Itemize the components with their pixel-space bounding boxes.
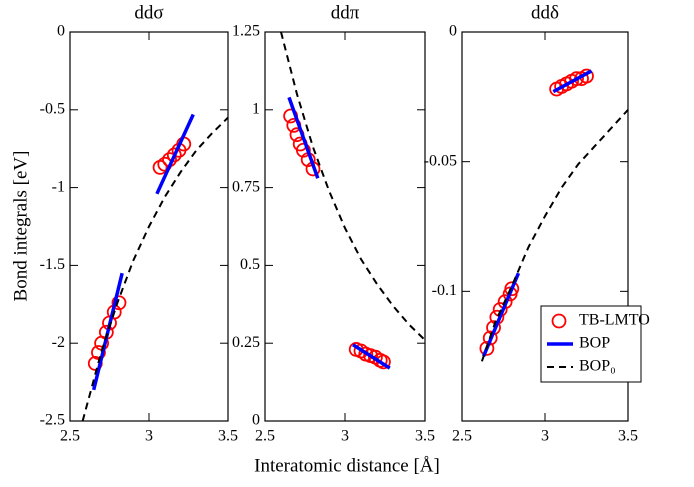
data-line [352, 343, 391, 370]
x-tick-label: 2.5 [452, 428, 472, 445]
x-tick-label: 3.5 [415, 428, 435, 445]
panel-title: ddδ [531, 2, 559, 23]
panel-title: ddσ [134, 2, 163, 23]
y-tick-label: 0.25 [232, 334, 260, 351]
y-tick-label: 0.75 [232, 178, 260, 195]
plot-frame [264, 31, 426, 422]
y-tick-label: -1 [52, 178, 65, 195]
legend-label: BOP [579, 335, 610, 352]
x-tick-label: 3 [341, 428, 349, 445]
plot-frame [69, 31, 229, 422]
y-tick-label: -0.5 [40, 100, 65, 117]
data-point [479, 340, 495, 356]
y-tick-label: -1.5 [40, 256, 65, 273]
x-tick-label: 2.5 [255, 428, 275, 445]
y-tick-label: 0 [252, 412, 260, 429]
x-tick-label: 3.5 [218, 428, 238, 445]
x-axis-label: Interatomic distance [Å] [254, 455, 440, 476]
y-axis-label: Bond integrals [eV] [10, 151, 31, 302]
data-line [552, 69, 593, 94]
y-tick-label: 0 [449, 23, 457, 40]
data-line [81, 116, 229, 422]
y-tick-label: 1 [252, 100, 260, 117]
data-point [111, 295, 127, 311]
x-tick-label: 2.5 [60, 428, 80, 445]
data-line [155, 113, 195, 195]
panel-title: ddπ [331, 2, 360, 23]
data-line [480, 109, 629, 362]
data-point [569, 71, 584, 87]
plot-frame [461, 31, 629, 422]
legend-swatch [551, 313, 567, 329]
data-line [91, 272, 124, 391]
y-tick-label: -2.5 [40, 412, 65, 429]
x-tick-label: 3 [145, 428, 153, 445]
legend-label: TB-LMTO [579, 312, 650, 329]
data-point [166, 147, 182, 163]
y-tick-label: -2 [52, 334, 65, 351]
y-tick-label: -0.05 [424, 152, 457, 169]
data-point [504, 281, 520, 297]
legend-label: BOP₀ [579, 358, 616, 375]
x-tick-label: 3 [541, 428, 549, 445]
x-tick-label: 3.5 [618, 428, 638, 445]
data-line [481, 272, 521, 357]
y-tick-label: 0 [57, 23, 65, 40]
data-line [280, 31, 426, 341]
data-line [287, 96, 320, 179]
data-point [295, 142, 311, 158]
y-tick-label: 1.25 [232, 23, 260, 40]
y-tick-label: 0.5 [240, 256, 260, 273]
y-tick-label: -0.1 [432, 282, 457, 299]
